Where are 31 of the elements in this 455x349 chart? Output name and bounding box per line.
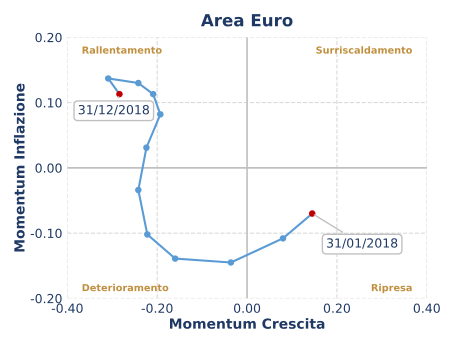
y-tick-label: -0.20	[30, 294, 62, 304]
y-tick-label: 0.10	[35, 98, 62, 108]
annotation: 31/12/2018	[78, 104, 149, 116]
x-tick-label: -0.40	[52, 303, 83, 313]
point	[135, 186, 142, 194]
y-tick-label: -0.10	[30, 228, 62, 238]
x-tick-label: -0.20	[142, 303, 173, 313]
point	[144, 231, 151, 238]
point	[104, 75, 112, 82]
x-axis-title: Momentum Crescita	[170, 318, 324, 329]
point	[308, 210, 316, 217]
point	[150, 90, 156, 98]
point	[228, 259, 234, 266]
annotation: Surriscaldamento	[316, 46, 412, 54]
y-tick-label: 0.00	[35, 163, 62, 173]
x-tick-label: 0.40	[414, 303, 440, 313]
x-tick-label: 0.00	[234, 303, 260, 313]
annotation: 31/01/2018	[327, 238, 398, 249]
y-axis-title: Momentum Inflazione	[14, 84, 25, 252]
x-tick-label: 0.20	[324, 303, 350, 313]
point	[280, 235, 286, 242]
y-tick-label: 0.20	[35, 32, 62, 42]
annotation: Deterioramento	[82, 284, 168, 292]
point	[116, 90, 123, 98]
point	[143, 144, 150, 151]
point	[135, 80, 142, 86]
annotation: Rallentamento	[82, 46, 162, 54]
chart-title: Area Euro	[200, 14, 293, 26]
point	[157, 111, 164, 118]
annotation: Ripresa	[372, 284, 412, 294]
point	[172, 255, 178, 262]
